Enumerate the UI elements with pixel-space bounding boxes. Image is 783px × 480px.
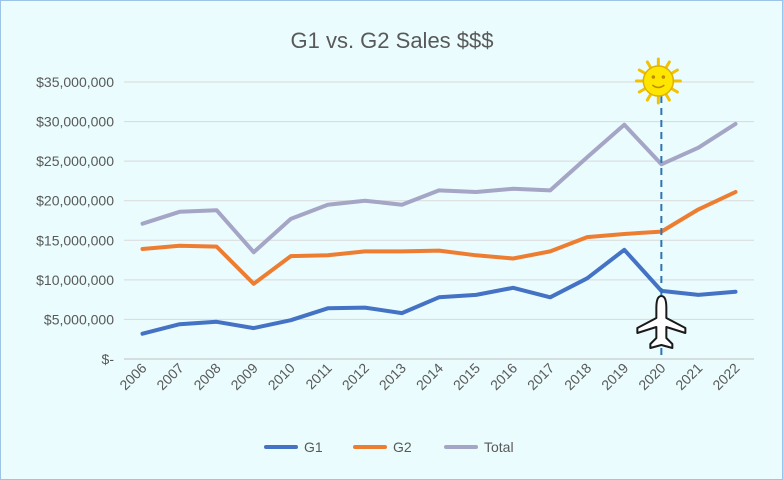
y-axis: $- $5,000,000 $10,000,000 $15,000,000 $20,00… (36, 74, 114, 367)
x-tick-label: 2022 (709, 360, 742, 393)
y-tick-label: $- (102, 351, 115, 367)
x-tick-label: 2014 (413, 360, 446, 393)
x-axis: 2006 2007 2008 2009 2010 2011 2012 2013 2014 2015… (116, 360, 742, 393)
y-tick-label: $35,000,000 (36, 74, 114, 90)
x-tick-label: 2018 (561, 360, 594, 393)
sun-icon (634, 57, 682, 105)
x-tick-label: 2008 (190, 360, 223, 393)
legend-label-total: Total (484, 439, 514, 455)
x-tick-label: 2016 (487, 360, 520, 393)
x-tick-label: 2017 (524, 360, 557, 393)
x-tick-label: 2015 (450, 360, 483, 393)
y-tick-label: $5,000,000 (44, 311, 114, 327)
airplane-icon (636, 295, 687, 349)
gridlines (124, 81, 754, 360)
chart-title: G1 vs. G2 Sales $$$ (291, 28, 494, 53)
x-tick-label: 2013 (376, 360, 409, 393)
x-tick-label: 2019 (598, 360, 631, 393)
x-tick-label: 2009 (227, 360, 260, 393)
x-tick-label: 2011 (302, 360, 335, 393)
x-tick-label: 2020 (635, 360, 668, 393)
annotations (634, 57, 687, 359)
series-line-g2 (140, 190, 738, 286)
x-tick-label: 2012 (339, 360, 372, 393)
x-tick-label: 2021 (672, 360, 705, 393)
y-tick-label: $10,000,000 (36, 272, 114, 288)
series-lines (140, 121, 738, 336)
y-tick-label: $30,000,000 (36, 114, 114, 130)
x-tick-label: 2007 (153, 360, 186, 393)
legend-label-g1: G1 (304, 439, 323, 455)
y-tick-label: $25,000,000 (36, 153, 114, 169)
legend: G1 G2 Total (264, 439, 514, 455)
x-tick-label: 2006 (116, 360, 149, 393)
y-tick-label: $15,000,000 (36, 232, 114, 248)
x-tick-label: 2010 (265, 360, 298, 393)
legend-label-g2: G2 (393, 439, 412, 455)
y-tick-label: $20,000,000 (36, 193, 114, 209)
